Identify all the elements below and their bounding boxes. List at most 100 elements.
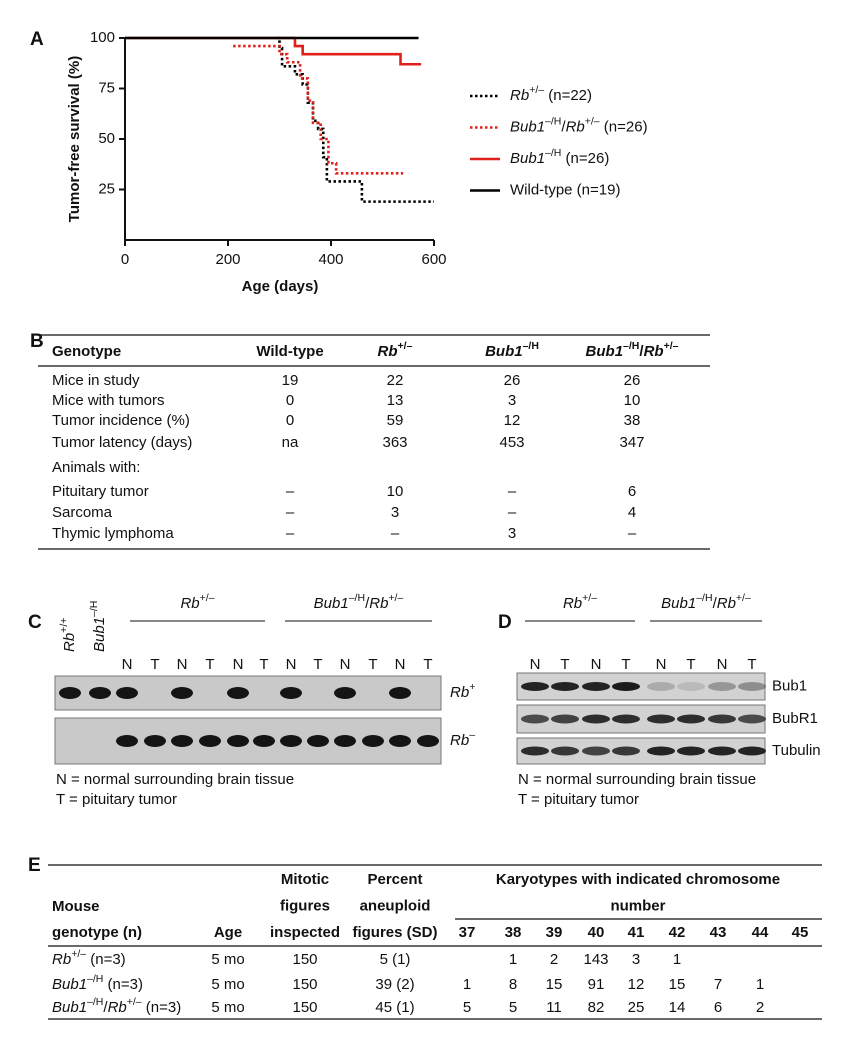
- y-axis-label: Tumor-free survival (%): [66, 56, 83, 222]
- table-cell: 3: [508, 525, 516, 542]
- label-part: –/H: [523, 340, 539, 352]
- label-part: Bub1: [91, 617, 108, 652]
- table-cell: 14: [669, 999, 686, 1016]
- table-cell: 12: [504, 412, 521, 429]
- label-part: +/–: [736, 592, 751, 604]
- blot-band: [647, 682, 675, 691]
- table-cell: 25: [628, 999, 645, 1016]
- y-tick-label: 50: [98, 130, 115, 147]
- blot-band: [582, 682, 610, 691]
- lane-label: T: [259, 656, 268, 673]
- label-part: +: [469, 681, 475, 693]
- gel-band: [334, 735, 356, 747]
- table-cell: 5 mo: [211, 976, 244, 993]
- table-cell: 2: [756, 999, 764, 1016]
- lane-label: T: [621, 656, 630, 673]
- label-part: Bub1: [510, 150, 545, 167]
- table-cell: –: [286, 504, 295, 521]
- table-cell: 3: [391, 504, 399, 521]
- gel-band: [280, 735, 302, 747]
- gel-band: [116, 735, 138, 747]
- column-header: 43: [710, 924, 727, 941]
- table-cell: 0: [286, 412, 294, 429]
- table-cell: 3: [632, 951, 640, 968]
- label-part: /: [639, 343, 644, 360]
- lane-label: N: [656, 656, 667, 673]
- table-cell: 143: [583, 951, 608, 968]
- gel-band: [280, 687, 302, 699]
- panel-label: C: [28, 612, 42, 633]
- lane-label: N: [717, 656, 728, 673]
- table-cell: 4: [628, 504, 636, 521]
- lane-label: N: [177, 656, 188, 673]
- blot-band: [738, 682, 766, 691]
- band-label: Rb–: [450, 729, 475, 749]
- x-tick-label: 600: [421, 251, 446, 268]
- gel-band: [389, 687, 411, 699]
- x-tick-label: 200: [215, 251, 240, 268]
- blot-band: [738, 714, 766, 724]
- panel-label: D: [498, 612, 512, 633]
- table-cell: 15: [669, 976, 686, 993]
- column-header: aneuploid: [360, 897, 431, 914]
- lane-label: T: [205, 656, 214, 673]
- label-part: (n=26): [561, 150, 609, 167]
- label-part: Rb: [644, 343, 664, 360]
- blot-band: [738, 746, 766, 756]
- label-part: Genotype: [52, 343, 121, 360]
- x-tick-label: 400: [318, 251, 343, 268]
- table-cell: 5: [509, 999, 517, 1016]
- y-tick-label: 100: [90, 29, 115, 46]
- table-cell: 10: [387, 483, 404, 500]
- label-part: Rb: [450, 684, 469, 701]
- table-cell: 12: [628, 976, 645, 993]
- label-part: –/H: [88, 601, 100, 617]
- table-cell: 150: [292, 999, 317, 1016]
- gel-band: [171, 687, 193, 699]
- blot-band: [612, 682, 640, 691]
- table-cell: 6: [628, 483, 636, 500]
- table-cell: 11: [546, 999, 562, 1016]
- table-cell: 26: [624, 372, 641, 389]
- blot-band: [551, 714, 579, 724]
- band-label: Rb+: [450, 681, 475, 701]
- label-part: Rb: [566, 118, 585, 135]
- row-label: Animals with:: [52, 459, 140, 476]
- lane-label: T: [747, 656, 756, 673]
- table-cell: 22: [387, 372, 404, 389]
- column-header: Age: [214, 924, 242, 941]
- blot-band: [677, 682, 705, 691]
- blot-band: [708, 682, 736, 691]
- survival-curve: [276, 36, 434, 203]
- blot-band: [582, 714, 610, 724]
- column-header: 38: [505, 924, 522, 941]
- label-part: –/H: [87, 996, 103, 1008]
- column-header: Genotype: [52, 343, 121, 360]
- label-part: +/–: [71, 948, 86, 960]
- legend-note: T = pituitary tumor: [518, 791, 639, 808]
- table-cell: 347: [619, 434, 644, 451]
- gel-band: [144, 735, 166, 747]
- label-part: +/+: [58, 618, 70, 633]
- column-header: 41: [628, 924, 645, 941]
- label-part: Bub1: [586, 343, 624, 360]
- column-header: Bub1–/H/Rb+/–: [586, 340, 679, 360]
- table-cell: 363: [382, 434, 407, 451]
- label-part: –/H: [545, 115, 561, 127]
- blot-band: [551, 746, 579, 756]
- label-part: Bub1: [52, 976, 87, 993]
- table-cell: 19: [282, 372, 299, 389]
- label-part: Rb: [108, 999, 127, 1016]
- table-cell: 1: [509, 951, 517, 968]
- column-header: Percent: [367, 871, 422, 888]
- column-header: 45: [792, 924, 809, 941]
- table-cell: 150: [292, 951, 317, 968]
- table-cell: 15: [546, 976, 563, 993]
- row-label: Mice with tumors: [52, 392, 165, 409]
- row-label: Bub1–/H/Rb+/– (n=3): [52, 996, 181, 1016]
- blot-band: [708, 714, 736, 724]
- table-cell: 5 mo: [211, 951, 244, 968]
- gel-band: [227, 687, 249, 699]
- table-cell: 91: [588, 976, 605, 993]
- label-part: Rb: [510, 87, 529, 104]
